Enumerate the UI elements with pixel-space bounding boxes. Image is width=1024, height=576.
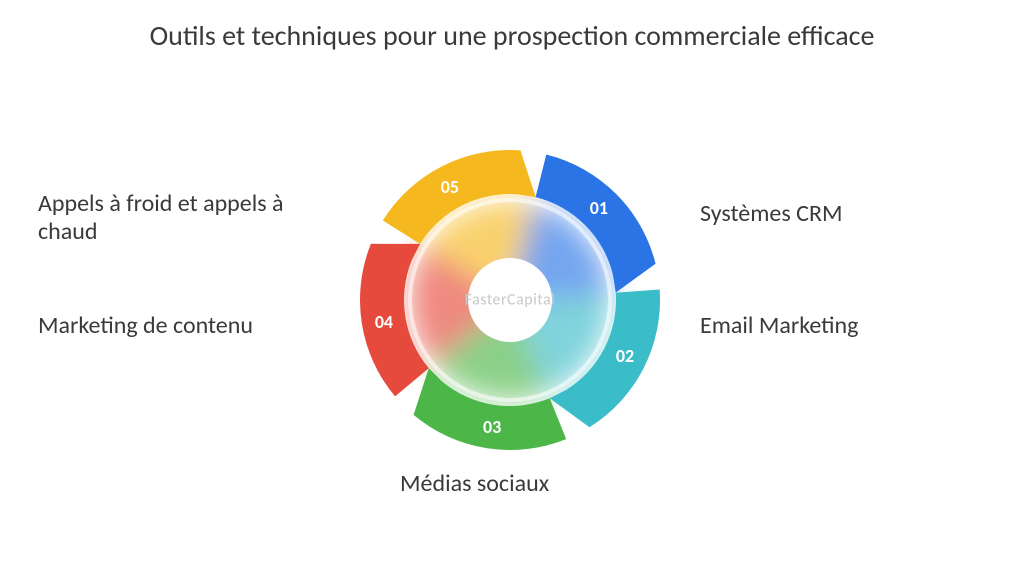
svg-text:01: 01 bbox=[590, 197, 608, 219]
svg-text:02: 02 bbox=[616, 345, 634, 367]
segment-label-1: Systèmes CRM bbox=[700, 200, 980, 228]
page-title: Outils et techniques pour une prospectio… bbox=[0, 18, 1024, 53]
svg-text:05: 05 bbox=[441, 176, 459, 198]
segment-label-4: Marketing de contenu bbox=[38, 312, 328, 340]
segment-label-5: Appels à froid et appels à chaud bbox=[38, 190, 328, 245]
segment-label-2: Email Marketing bbox=[700, 312, 980, 340]
svg-text:03: 03 bbox=[483, 416, 501, 438]
donut-chart: 01 02 03 04 05 FasterCapital bbox=[360, 150, 660, 450]
watermark-text: FasterCapital bbox=[465, 291, 556, 310]
segment-label-3: Médias sociaux bbox=[400, 470, 660, 498]
svg-text:04: 04 bbox=[375, 311, 393, 333]
